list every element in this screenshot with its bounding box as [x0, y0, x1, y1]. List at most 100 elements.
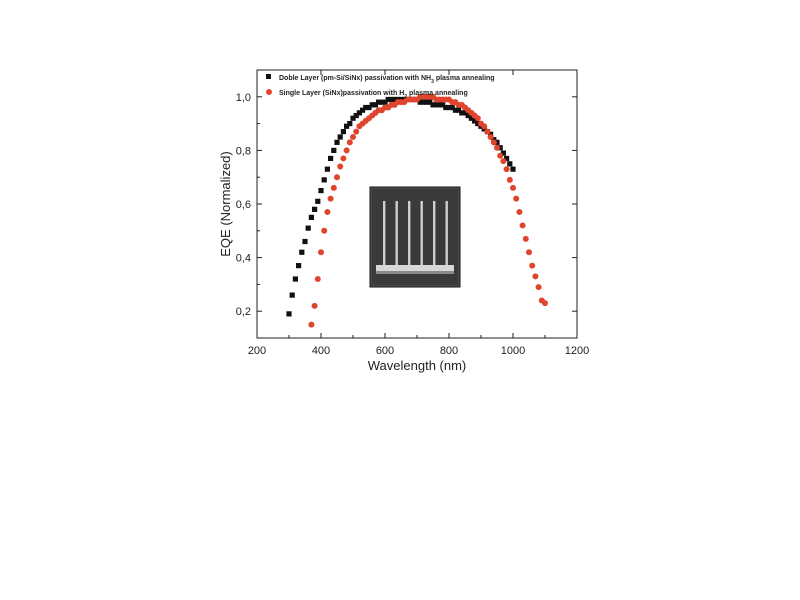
data-point-square — [372, 102, 378, 108]
data-point-circle — [340, 155, 347, 162]
data-point-circle — [529, 262, 536, 269]
data-point-square — [334, 139, 340, 145]
x-tick-label: 1200 — [565, 345, 589, 357]
data-point-square — [350, 115, 356, 121]
data-point-circle — [522, 235, 529, 242]
data-point-square — [328, 155, 334, 162]
data-point-square — [504, 155, 510, 162]
y-axis-label: EQE (Normalized) — [218, 151, 233, 256]
inset-inner-border — [370, 187, 460, 287]
data-point-circle — [343, 147, 350, 154]
inset-pillar — [383, 201, 386, 267]
legend-label-single-layer: Single Layer (SiNx)passivation with H2 p… — [279, 90, 468, 100]
x-tick-label: 200 — [248, 345, 266, 357]
data-point-square — [427, 99, 433, 105]
data-point-square — [392, 96, 398, 103]
data-point-square — [465, 112, 471, 119]
data-point-circle — [516, 209, 523, 216]
data-point-square — [369, 102, 375, 108]
series-layer — [286, 93, 548, 328]
data-point-circle — [542, 300, 548, 307]
data-point-square — [388, 96, 394, 103]
y-tick-label: 1,0 — [236, 92, 251, 104]
y-axis: 0,2 0,4 0,6 0,8 1,0 — [236, 92, 577, 318]
x-axis-label: Wavelength (nm) — [368, 358, 467, 373]
x-axis: 200 400 600 800 1000 1200 — [248, 70, 589, 357]
data-point-square — [344, 123, 350, 129]
data-point-square — [468, 115, 474, 121]
data-point-square — [494, 139, 500, 145]
data-point-circle — [327, 195, 334, 202]
data-point-circle — [334, 174, 340, 181]
legend-marker-double-layer — [266, 74, 271, 79]
sem-inset-image — [369, 186, 461, 288]
legend-label-double-layer: Doble Layer (pm-Si/SiNx) passivation wit… — [279, 75, 495, 85]
y-tick-label: 0,8 — [236, 145, 251, 157]
data-point-circle — [353, 128, 360, 135]
data-point-circle — [324, 209, 331, 216]
data-point-circle — [532, 273, 539, 280]
data-point-square — [436, 102, 442, 108]
inset-pillar — [420, 201, 423, 267]
x-tick-label: 1000 — [501, 345, 525, 357]
data-point-square — [379, 99, 385, 105]
inset-pillar — [408, 201, 411, 267]
data-point-square — [459, 110, 465, 116]
data-point-square — [305, 225, 311, 231]
data-point-square — [366, 104, 372, 111]
data-point-circle — [500, 158, 507, 165]
data-point-square — [312, 206, 318, 212]
data-point-square — [289, 292, 295, 298]
y-tick-label: 0,6 — [236, 199, 251, 211]
data-point-square — [446, 104, 452, 111]
data-point-circle — [318, 249, 324, 256]
data-point-circle — [350, 134, 356, 140]
data-point-square — [433, 102, 439, 108]
data-point-circle — [474, 115, 481, 122]
x-tick-label: 400 — [312, 345, 330, 357]
inset-base — [376, 265, 454, 271]
data-point-square — [497, 145, 503, 151]
data-point-square — [507, 161, 513, 167]
data-point-square — [347, 121, 353, 127]
data-point-circle — [535, 284, 542, 291]
data-point-circle — [314, 276, 321, 283]
data-point-circle — [337, 163, 344, 170]
data-point-square — [353, 112, 359, 119]
inset-pillar — [395, 201, 398, 267]
data-point-square — [430, 102, 436, 108]
data-point-circle — [311, 302, 318, 309]
x-tick-label: 600 — [376, 345, 394, 357]
data-point-square — [296, 263, 302, 269]
data-point-circle — [490, 139, 497, 146]
inset-pillar — [445, 201, 448, 267]
data-point-square — [324, 166, 330, 172]
data-point-square — [376, 99, 382, 105]
data-point-circle — [506, 176, 513, 183]
data-point-square — [308, 214, 314, 220]
data-point-circle — [346, 139, 353, 146]
data-point-square — [420, 99, 426, 105]
data-point-square — [340, 129, 346, 135]
data-point-square — [363, 104, 369, 111]
data-point-square — [302, 238, 308, 245]
data-point-square — [449, 104, 455, 111]
data-point-circle — [330, 184, 337, 191]
data-point-circle — [321, 227, 328, 234]
y-tick-label: 0,4 — [236, 253, 251, 265]
data-point-circle — [519, 222, 526, 229]
data-point-square — [315, 198, 321, 204]
data-point-square — [318, 188, 324, 194]
data-point-square — [292, 276, 298, 282]
data-point-square — [356, 110, 362, 116]
data-point-circle — [513, 195, 520, 202]
data-point-square — [286, 311, 292, 317]
data-point-square — [456, 107, 462, 113]
data-point-circle — [484, 128, 491, 135]
data-point-circle — [526, 249, 532, 256]
data-point-circle — [510, 184, 516, 191]
data-point-square — [443, 104, 449, 111]
data-point-square — [299, 249, 305, 255]
data-point-square — [385, 96, 391, 103]
